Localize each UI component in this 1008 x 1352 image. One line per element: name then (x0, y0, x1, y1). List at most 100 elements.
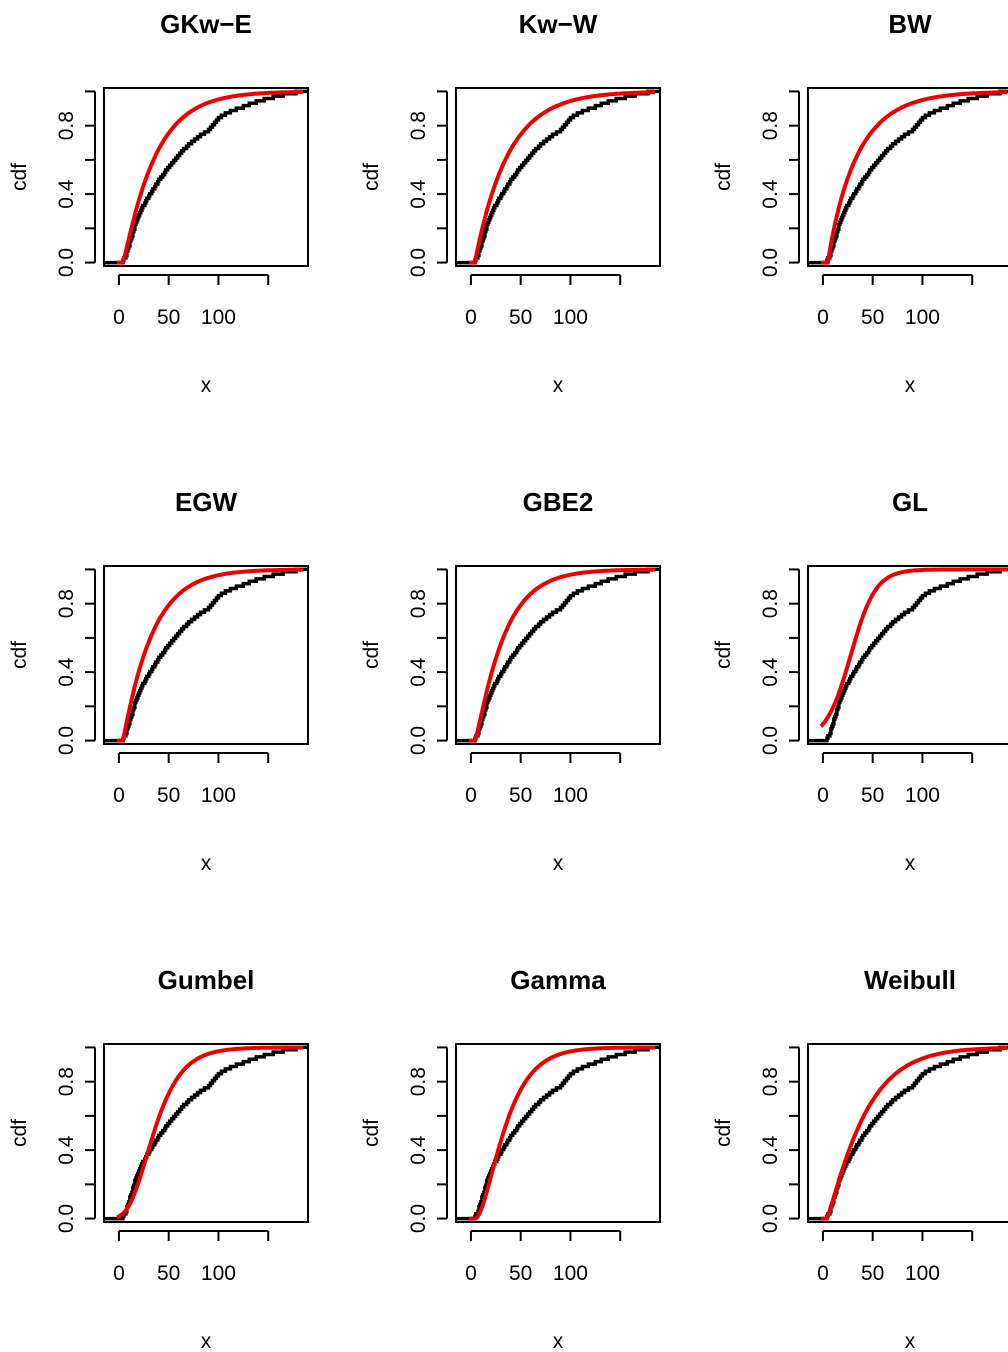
panel-title: GBE2 (523, 487, 594, 517)
y-tick-label: 0.8 (759, 1067, 782, 1096)
y-tick-label: 0.8 (759, 111, 782, 140)
x-axis-label: x (201, 1330, 212, 1352)
y-tick-label: 0.0 (55, 248, 78, 277)
y-axis-label: cdf (8, 1119, 31, 1147)
panel-1: Kw−W 0 50 100 x 0.0 0.4 0.8 cdf (360, 9, 661, 397)
empirical-cdf-line (104, 567, 308, 743)
panel-2: BW 0 50 100 x 0.0 0.4 0.8 cdf (712, 9, 1008, 397)
x-axis-label: x (905, 1330, 916, 1352)
x-tick-label: 0 (817, 306, 829, 329)
x-tick-label: 50 (509, 784, 532, 807)
y-tick-label: 0.8 (407, 1067, 430, 1096)
x-axis-label: x (553, 852, 564, 875)
x-tick-label: 100 (905, 784, 940, 807)
y-axis-label: cdf (712, 1119, 735, 1147)
panel-title: EGW (175, 487, 238, 517)
x-tick-label: 100 (201, 306, 236, 329)
fitted-cdf-line (116, 567, 303, 743)
plot-frame (103, 565, 309, 745)
empirical-cdf-line (456, 89, 660, 265)
y-tick-label: 0.8 (407, 111, 430, 140)
panel-6: Gumbel 0 50 100 x 0.0 0.4 0.8 cdf (8, 965, 309, 1352)
y-tick-label: 0.4 (55, 1135, 78, 1165)
x-tick-label: 0 (113, 1262, 125, 1285)
fitted-cdf-line (819, 567, 1007, 728)
x-tick-label: 50 (157, 306, 180, 329)
y-axis-label: cdf (360, 1119, 383, 1147)
x-tick-label: 50 (509, 1262, 532, 1285)
x-tick-label: 100 (201, 1262, 236, 1285)
plot-frame (807, 565, 1008, 745)
panel-8: Weibull 0 50 100 x 0.0 0.4 0.8 cdf (712, 965, 1008, 1352)
y-axis-label: cdf (360, 163, 383, 191)
panel-0: GKw−E 0 50 100 x 0.0 0.4 0.8 cdf (8, 9, 309, 397)
y-axis-label: cdf (8, 641, 31, 669)
y-tick-label: 0.8 (55, 1067, 78, 1096)
plot-frame (455, 565, 661, 745)
x-tick-label: 50 (861, 306, 884, 329)
x-tick-label: 50 (861, 784, 884, 807)
plot-frame (455, 87, 661, 267)
x-tick-label: 0 (113, 306, 125, 329)
plot-frame (455, 1043, 661, 1223)
panel-title: Kw−W (519, 9, 598, 39)
y-tick-label: 0.0 (407, 726, 430, 755)
y-tick-label: 0.4 (407, 1135, 430, 1165)
x-tick-label: 100 (553, 306, 588, 329)
y-tick-label: 0.4 (407, 179, 430, 209)
empirical-cdf-line (808, 1045, 1008, 1221)
plot-frame (103, 87, 309, 267)
x-tick-label: 50 (861, 1262, 884, 1285)
x-tick-label: 50 (157, 784, 180, 807)
fitted-cdf-line (116, 89, 303, 265)
y-tick-label: 0.0 (55, 726, 78, 755)
panel-title: Gumbel (158, 965, 255, 995)
panel-4: GBE2 0 50 100 x 0.0 0.4 0.8 cdf (360, 487, 661, 875)
fitted-cdf-line (468, 90, 655, 265)
empirical-cdf-line (456, 567, 660, 743)
y-tick-label: 0.4 (759, 657, 782, 687)
x-tick-label: 100 (905, 1262, 940, 1285)
x-axis-label: x (905, 374, 916, 397)
empirical-cdf-line (104, 89, 308, 265)
y-axis-label: cdf (360, 641, 383, 669)
x-axis-label: x (905, 852, 916, 875)
y-tick-label: 0.0 (407, 1204, 430, 1233)
empirical-cdf-line (456, 1045, 660, 1221)
plot-frame (103, 1043, 309, 1223)
x-axis-label: x (201, 852, 212, 875)
x-tick-label: 0 (465, 784, 477, 807)
y-tick-label: 0.4 (55, 179, 78, 209)
fitted-cdf-line (468, 1045, 655, 1221)
y-axis-label: cdf (8, 163, 31, 191)
panel-title: Gamma (510, 965, 606, 995)
empirical-cdf-line (808, 567, 1008, 743)
panel-title: GKw−E (160, 9, 252, 39)
y-tick-label: 0.0 (759, 248, 782, 277)
x-tick-label: 100 (905, 306, 940, 329)
x-axis-label: x (201, 374, 212, 397)
panel-title: Weibull (864, 965, 956, 995)
fitted-cdf-line (116, 1045, 303, 1220)
x-axis-label: x (553, 1330, 564, 1352)
panel-title: BW (888, 9, 932, 39)
x-axis-label: x (553, 374, 564, 397)
fitted-cdf-line (468, 567, 655, 743)
x-tick-label: 0 (817, 784, 829, 807)
y-axis-label: cdf (712, 641, 735, 669)
x-tick-label: 0 (465, 1262, 477, 1285)
y-tick-label: 0.0 (407, 248, 430, 277)
panel-5: GL 0 50 100 x 0.0 0.4 0.8 cdf (712, 487, 1008, 875)
x-tick-label: 0 (817, 1262, 829, 1285)
x-tick-label: 50 (157, 1262, 180, 1285)
y-tick-label: 0.0 (759, 1204, 782, 1233)
y-tick-label: 0.8 (407, 589, 430, 618)
plot-frame (807, 1043, 1008, 1223)
y-axis-label: cdf (712, 163, 735, 191)
y-tick-label: 0.4 (407, 657, 430, 687)
panel-3: EGW 0 50 100 x 0.0 0.4 0.8 cdf (8, 487, 309, 875)
x-tick-label: 100 (201, 784, 236, 807)
x-tick-label: 0 (465, 306, 477, 329)
y-tick-label: 0.4 (759, 1135, 782, 1165)
x-tick-label: 100 (553, 784, 588, 807)
